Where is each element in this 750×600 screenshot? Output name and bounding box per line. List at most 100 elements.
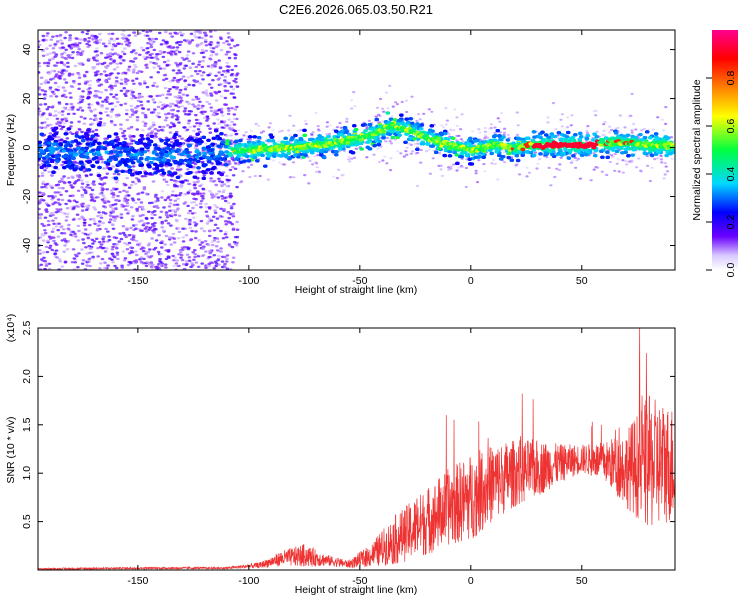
heatmap-noise-cell bbox=[232, 113, 237, 116]
heatmap-noise-cell bbox=[39, 103, 43, 106]
heatmap-noise-cell bbox=[215, 112, 219, 116]
heatmap-noise-cell bbox=[172, 203, 177, 207]
heatmap-noise-cell bbox=[461, 140, 465, 143]
heatmap-noise-cell bbox=[223, 233, 228, 236]
heatmap-noise-cell bbox=[111, 165, 115, 168]
heatmap-noise-cell bbox=[203, 32, 208, 35]
heatmap-noise-cell bbox=[218, 36, 223, 39]
heatmap-noise-cell bbox=[171, 236, 175, 239]
heatmap-noise-cell bbox=[93, 114, 97, 117]
heatmap-noise-cell bbox=[102, 122, 107, 125]
heatmap-noise-cell bbox=[213, 211, 218, 214]
heatmap-noise-cell bbox=[483, 134, 488, 137]
heatmap-noise-cell bbox=[109, 110, 114, 113]
heatmap-noise-cell bbox=[459, 128, 463, 131]
heatmap-noise-cell bbox=[39, 198, 43, 202]
heatmap-noise-cell bbox=[217, 180, 222, 183]
heatmap-noise-cell bbox=[200, 65, 205, 69]
heatmap-noise-cell bbox=[191, 98, 195, 101]
heatmap-noise-cell bbox=[71, 176, 75, 179]
heatmap-noise-cell bbox=[104, 227, 108, 231]
heatmap-noise-cell bbox=[64, 57, 68, 61]
heatmap-noise-cell bbox=[55, 122, 59, 125]
heatmap-noise-cell bbox=[199, 111, 204, 114]
heatmap-noise-cell bbox=[176, 109, 180, 113]
heatmap-noise-cell bbox=[126, 263, 131, 267]
heatmap-noise-cell bbox=[110, 108, 115, 111]
heatmap-noise-cell bbox=[81, 90, 85, 93]
heatmap-noise-cell bbox=[121, 250, 126, 253]
heatmap-noise-cell bbox=[152, 48, 157, 52]
heatmap-noise-cell bbox=[78, 41, 82, 45]
heatmap-noise-cell bbox=[123, 102, 128, 105]
heatmap-noise-cell bbox=[41, 251, 46, 254]
heatmap-noise-cell bbox=[167, 238, 172, 241]
heatmap-noise-cell bbox=[40, 171, 45, 175]
heatmap-noise-cell bbox=[50, 173, 54, 176]
heatmap-noise-cell bbox=[43, 103, 48, 106]
heatmap-noise-cell bbox=[405, 153, 409, 156]
heatmap-noise-cell bbox=[99, 73, 103, 76]
heatmap-noise-cell bbox=[142, 222, 147, 225]
heatmap-noise-cell bbox=[172, 183, 177, 186]
heatmap-noise-cell bbox=[97, 222, 101, 225]
heatmap-noise-cell bbox=[125, 109, 129, 112]
heatmap-noise-cell bbox=[271, 159, 276, 162]
heatmap-noise-cell bbox=[145, 66, 149, 69]
heatmap-noise-cell bbox=[414, 152, 418, 155]
heatmap-noise-cell bbox=[193, 80, 198, 84]
heatmap-noise-cell bbox=[315, 166, 319, 169]
heatmap-noise-cell bbox=[125, 190, 129, 194]
heatmap-noise-cell bbox=[102, 167, 106, 170]
heatmap-noise-cell bbox=[47, 105, 51, 109]
heatmap-noise-cell bbox=[69, 96, 73, 99]
heatmap-noise-cell bbox=[308, 159, 312, 162]
heatmap-noise-cell bbox=[116, 72, 121, 75]
heatmap-noise-cell bbox=[47, 262, 52, 265]
heatmap-noise-cell bbox=[56, 168, 60, 171]
heatmap-noise-cell bbox=[145, 217, 149, 221]
heatmap-noise-cell bbox=[236, 129, 240, 132]
heatmap-noise-cell bbox=[181, 32, 185, 36]
heatmap-noise-cell bbox=[139, 100, 143, 104]
heatmap-noise-cell bbox=[56, 198, 61, 201]
heatmap-noise-cell bbox=[139, 201, 144, 204]
heatmap-noise-cell bbox=[111, 254, 116, 257]
heatmap-noise-cell bbox=[385, 162, 389, 165]
heatmap-noise-cell bbox=[610, 128, 614, 132]
heatmap-noise-cell bbox=[119, 123, 123, 126]
heatmap-noise-cell bbox=[102, 196, 107, 200]
heatmap-noise-cell bbox=[94, 118, 99, 122]
heatmap-noise-cell bbox=[77, 229, 81, 233]
heatmap-noise-cell bbox=[166, 222, 171, 225]
heatmap-noise-cell bbox=[110, 223, 115, 226]
heatmap-noise-cell bbox=[227, 118, 231, 121]
heatmap-noise-cell bbox=[55, 61, 60, 64]
heatmap-noise-cell bbox=[223, 79, 227, 82]
heatmap-noise-cell bbox=[431, 157, 435, 160]
heatmap-noise-cell bbox=[185, 94, 190, 97]
heatmap-noise-cell bbox=[161, 55, 166, 59]
heatmap-noise-cell bbox=[187, 182, 191, 186]
heatmap-noise-cell bbox=[93, 34, 98, 38]
heatmap-noise-cell bbox=[118, 62, 123, 65]
heatmap-noise-cell bbox=[232, 123, 237, 126]
heatmap-noise-cell bbox=[189, 32, 194, 35]
heatmap-noise-cell bbox=[179, 192, 183, 195]
heatmap-noise-cell bbox=[81, 202, 85, 205]
heatmap-noise-cell bbox=[66, 212, 70, 216]
heatmap-noise-cell bbox=[177, 214, 182, 217]
heatmap-noise-cell bbox=[549, 184, 553, 187]
heatmap-noise-cell bbox=[110, 85, 114, 88]
heatmap-noise-cell bbox=[63, 89, 67, 92]
heatmap-noise-cell bbox=[39, 115, 44, 118]
heatmap-noise-cell bbox=[61, 46, 66, 49]
heatmap-noise-cell bbox=[538, 158, 542, 161]
heatmap-noise-cell bbox=[659, 154, 663, 157]
heatmap-noise-cell bbox=[69, 85, 74, 88]
heatmap-noise-cell bbox=[546, 116, 550, 119]
heatmap-noise-cell bbox=[225, 65, 230, 68]
heatmap-noise-cell bbox=[46, 239, 50, 242]
heatmap-noise-cell bbox=[201, 71, 206, 74]
heatmap-noise-cell bbox=[100, 257, 105, 261]
